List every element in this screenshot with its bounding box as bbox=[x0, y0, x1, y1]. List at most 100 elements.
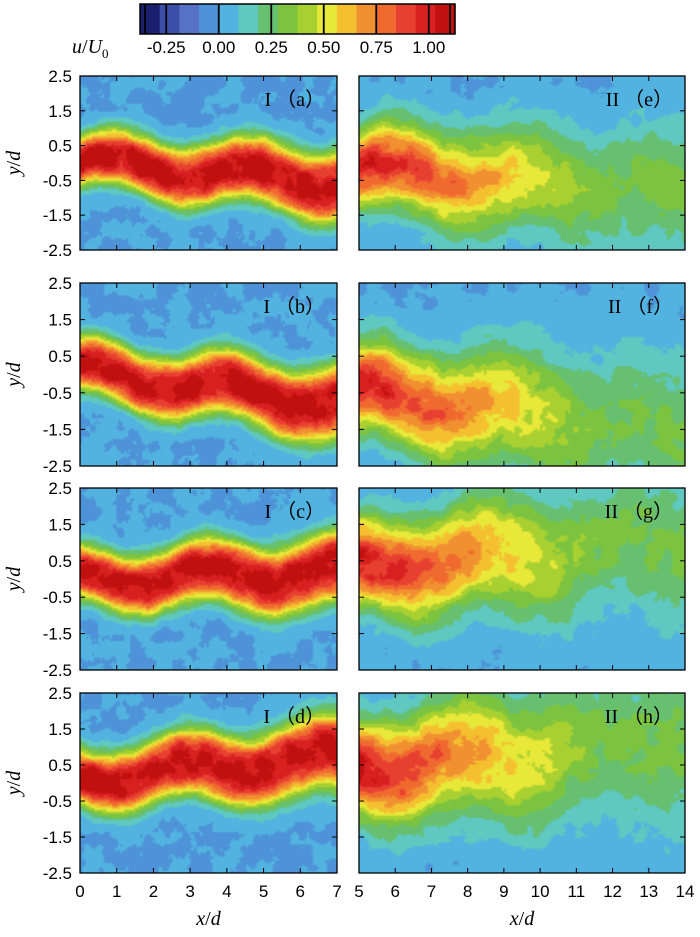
y-tick-label: 1.5 bbox=[48, 720, 72, 739]
heatmap-panels: 2.5 1.5 0.5 -0.5 -1.5 -2.5 I （a） y/d 2.5 1.5 0.5 -0… bbox=[3, 67, 694, 930]
colorbar-segment bbox=[336, 4, 358, 34]
x-tick-label: 1 bbox=[112, 882, 121, 901]
panel-label: I （b） bbox=[263, 295, 325, 318]
panel-label: I （a） bbox=[264, 88, 325, 111]
panel-frame bbox=[358, 692, 686, 874]
panel-label: II （g） bbox=[605, 500, 673, 523]
y-tick-label: 1.5 bbox=[48, 102, 72, 121]
x-tick-label: 4 bbox=[222, 882, 231, 901]
colorbar-segment bbox=[159, 4, 180, 34]
y-tick-label: -0.5 bbox=[43, 384, 72, 403]
y-tick-label: 0.5 bbox=[48, 756, 72, 775]
heatmap-field bbox=[80, 488, 337, 670]
colorbar-segment bbox=[140, 4, 161, 34]
panel-frame bbox=[79, 487, 338, 671]
colorbar-label: u/U0 bbox=[72, 36, 109, 61]
colorbar-tick-label: -0.25 bbox=[147, 38, 186, 57]
y-axis-label: y/d bbox=[3, 566, 25, 593]
heatmap-panel-a: 2.5 1.5 0.5 -0.5 -1.5 -2.5 I （a） y/d bbox=[3, 67, 338, 260]
colorbar-segment bbox=[238, 4, 259, 34]
panel-frame bbox=[358, 75, 686, 251]
x-axis-label: x/d bbox=[195, 908, 221, 930]
x-tick-label: 8 bbox=[463, 882, 472, 901]
y-tick-label: 0.5 bbox=[48, 552, 72, 571]
colorbar-segment bbox=[317, 4, 338, 34]
x-tick-label: 6 bbox=[390, 882, 399, 901]
heatmap-field bbox=[80, 283, 337, 466]
y-tick-label: -0.5 bbox=[43, 792, 72, 811]
x-tick-label: 7 bbox=[427, 882, 436, 901]
y-tick-label: -0.5 bbox=[43, 588, 72, 607]
heatmap-panel-c: 2.5 1.5 0.5 -0.5 -1.5 -2.5 I （c） y/d bbox=[3, 479, 338, 680]
panel-label: II （f） bbox=[608, 295, 673, 318]
colorbar-segment bbox=[199, 4, 220, 34]
y-tick-label: 2.5 bbox=[48, 684, 72, 703]
colorbar-segment bbox=[258, 4, 279, 34]
y-tick-label: -0.5 bbox=[43, 171, 72, 190]
panel-label: II （e） bbox=[606, 88, 673, 111]
x-tick-label: 11 bbox=[568, 882, 586, 901]
colorbar-segment bbox=[435, 4, 456, 34]
y-tick-label: -2.5 bbox=[43, 457, 72, 476]
y-tick-label: -1.5 bbox=[43, 420, 72, 439]
panel-frame bbox=[358, 487, 686, 671]
panel-frame bbox=[358, 282, 686, 467]
y-tick-label: -1.5 bbox=[43, 625, 72, 644]
colorbar-segment bbox=[297, 4, 318, 34]
heatmap-panel-f: II （f） bbox=[358, 282, 686, 467]
heatmap-field bbox=[359, 283, 685, 466]
x-tick-label: 14 bbox=[676, 882, 695, 901]
x-tick-label: 0 bbox=[75, 882, 84, 901]
x-tick-label: 2 bbox=[149, 882, 158, 901]
y-axis-label: y/d bbox=[3, 361, 25, 388]
x-tick-label: 13 bbox=[639, 882, 658, 901]
heatmap-panel-h: 5 6 7 8 9 10 11 12 13 14 II （h） x/d bbox=[354, 692, 695, 930]
colorbar-segment bbox=[356, 4, 377, 34]
colorbar-segment bbox=[179, 4, 200, 34]
colorbar-tick-label: 0.25 bbox=[255, 38, 288, 57]
heatmap-field bbox=[359, 488, 685, 670]
x-tick-label: 5 bbox=[354, 882, 363, 901]
y-tick-label: 2.5 bbox=[48, 479, 72, 498]
panel-label: I （d） bbox=[263, 705, 325, 728]
colorbar-segment bbox=[218, 4, 240, 34]
heatmap-panel-d: 2.5 1.5 0.5 -0.5 -1.5 -2.50 1 2 3 4 5 6 7 I （d） y/d x/d bbox=[3, 684, 342, 930]
panel-label: II （h） bbox=[605, 705, 673, 728]
panel-frame bbox=[79, 282, 338, 467]
x-tick-label: 10 bbox=[531, 882, 550, 901]
x-tick-label: 3 bbox=[185, 882, 194, 901]
y-tick-label: 0.5 bbox=[48, 137, 72, 156]
colorbar: -0.25 0.00 0.25 0.50 0.75 1.00 u/U0 bbox=[72, 3, 456, 61]
heatmap-field bbox=[80, 76, 337, 250]
x-tick-label: 12 bbox=[603, 882, 622, 901]
x-tick-label: 6 bbox=[296, 882, 305, 901]
heatmap-field bbox=[80, 693, 337, 873]
y-tick-label: -2.5 bbox=[43, 661, 72, 680]
y-tick-label: -2.5 bbox=[43, 241, 72, 260]
colorbar-tick-label: 0.00 bbox=[202, 38, 235, 57]
x-tick-label: 7 bbox=[332, 882, 341, 901]
colorbar-tick-label: 1.00 bbox=[412, 38, 445, 57]
y-tick-label: -1.5 bbox=[43, 828, 72, 847]
colorbar-segment bbox=[277, 4, 299, 34]
colorbar-segment bbox=[415, 4, 436, 34]
heatmap-panel-b: 2.5 1.5 0.5 -0.5 -1.5 -2.5 I （b） y/d bbox=[3, 274, 338, 476]
heatmap-panel-e: II （e） bbox=[358, 75, 686, 251]
y-axis-label: y/d bbox=[3, 770, 25, 797]
y-tick-label: 2.5 bbox=[48, 274, 72, 293]
colorbar-segment bbox=[376, 4, 397, 34]
x-tick-label: 5 bbox=[259, 882, 268, 901]
y-tick-label: 1.5 bbox=[48, 311, 72, 330]
panel-frame bbox=[79, 692, 338, 874]
heatmap-field bbox=[359, 76, 685, 250]
colorbar-segment bbox=[395, 4, 417, 34]
colorbar-tick-label: 0.75 bbox=[360, 38, 393, 57]
colorbar-frame bbox=[139, 3, 456, 35]
heatmap-field bbox=[359, 693, 685, 873]
x-tick-label: 9 bbox=[499, 882, 508, 901]
heatmap-panel-g: II （g） bbox=[358, 487, 686, 671]
y-tick-label: 1.5 bbox=[48, 515, 72, 534]
colorbar-tick-label: 0.50 bbox=[307, 38, 340, 57]
y-tick-label: 0.5 bbox=[48, 347, 72, 366]
